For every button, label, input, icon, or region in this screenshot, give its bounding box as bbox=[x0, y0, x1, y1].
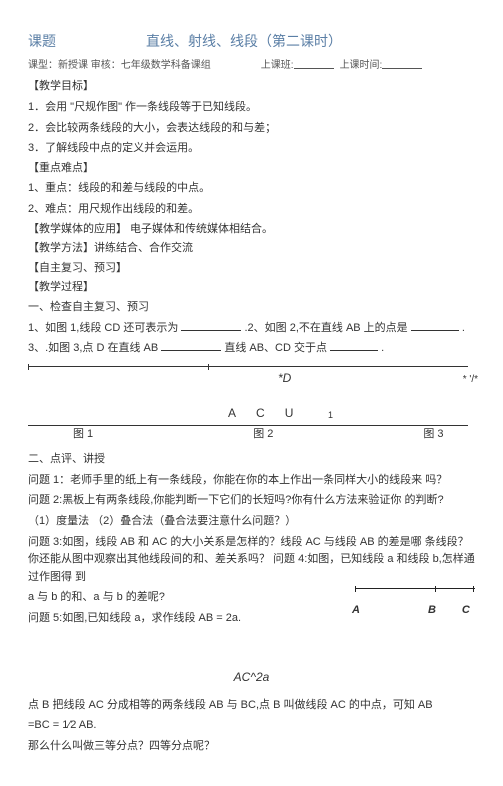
quote-mark: * '/* bbox=[463, 372, 478, 388]
fig2-label: 图 2 bbox=[253, 426, 273, 444]
goal-1: 1．会用 "尺规作图" 作一条线段等于已知线段。 bbox=[28, 99, 475, 117]
figure-area: *D ACU 1 * '/* 图 1 图 2 图 3 bbox=[28, 366, 475, 444]
fig1-label: 图 1 bbox=[73, 426, 93, 444]
abc-figure: A B C bbox=[355, 588, 475, 620]
tail-3: 那么什么叫做三等分点？四等分点呢？ bbox=[28, 738, 475, 756]
q3: 3、.如图 3,点 D 在直线 AB 直线 AB、CD 交于点 . bbox=[28, 340, 475, 358]
self: 【自主复习、预习】 bbox=[28, 260, 475, 278]
q1b: .2、如图 2,不在直线 AB 上的点是 bbox=[244, 322, 407, 334]
lec-2: 问题 2:黑板上有两条线段,你能判断一下它们的长短吗?你有什么方法来验证你 的判… bbox=[28, 492, 475, 510]
point-2: 2、难点：用尺规作出线段的和差。 bbox=[28, 201, 475, 219]
meta-row: 课型：新授课 审核：七年级数学科备课组 上课班: 上课时间: bbox=[28, 58, 475, 74]
blank-q3b bbox=[330, 340, 378, 351]
line-diagram: *D ACU 1 * '/* bbox=[28, 366, 468, 426]
q3c: . bbox=[381, 342, 384, 354]
points-heading: 【重点难点】 bbox=[28, 160, 475, 178]
lecture-heading: 二、点评、讲授 bbox=[28, 451, 475, 469]
q3b: 直线 AB、CD 交于点 bbox=[224, 342, 327, 354]
point-1: 1、重点：线段的和差与线段的中点。 bbox=[28, 180, 475, 198]
lec-1: 问题 1：老师手里的纸上有一条线段，你能在你的本上作出一条同样大小的线段来 吗？ bbox=[28, 472, 475, 490]
meta-prefix: 课型：新授课 审核：七年级数学科备课组 bbox=[28, 58, 211, 74]
title-left: 课题 bbox=[28, 30, 56, 52]
lec-3: 问题 3:如图，线段 AB 和 AC 的大小关系是怎样的？线段 AC 与线段 A… bbox=[28, 534, 475, 587]
point-d: *D bbox=[278, 369, 291, 388]
label-u: U bbox=[285, 406, 314, 420]
meta-end: 上课时间: bbox=[340, 58, 383, 74]
check-heading: 一、检查自主复习、预习 bbox=[28, 299, 475, 317]
fig-labels: 图 1 图 2 图 3 bbox=[28, 426, 468, 444]
abc-b: B bbox=[428, 602, 436, 620]
blank-q3a bbox=[161, 340, 221, 351]
tail-1: 点 B 把线段 AC 分成相等的两条线段 AB 与 BC,点 B 叫做线段 AC… bbox=[28, 697, 475, 715]
proc: 【教学过程】 bbox=[28, 279, 475, 297]
fig3-label: 图 3 bbox=[423, 426, 443, 444]
blank-time bbox=[382, 58, 422, 69]
goals-heading: 【教学目标】 bbox=[28, 78, 475, 96]
blank-q1a bbox=[181, 320, 241, 331]
tail-2: =BC = 1∕2 AB. bbox=[28, 717, 475, 735]
abc-a: A bbox=[352, 602, 360, 620]
ac2a: AC^2a bbox=[28, 668, 475, 687]
abc-c: C bbox=[462, 602, 470, 620]
label-a: A bbox=[228, 406, 256, 420]
goal-2: 2．会比较两条线段的大小，会表达线段的和与差； bbox=[28, 120, 475, 138]
goal-3: 3．了解线段中点的定义并会运用。 bbox=[28, 140, 475, 158]
q1: 1、如图 1,线段 CD 还可表示为 .2、如图 2,不在直线 AB 上的点是 … bbox=[28, 320, 475, 338]
blank-q1b bbox=[411, 320, 459, 331]
meta-mid: 上课班: bbox=[261, 58, 294, 74]
q1c: . bbox=[462, 322, 465, 334]
q1a: 1、如图 1,线段 CD 还可表示为 bbox=[28, 322, 178, 334]
label-1: 1 bbox=[328, 408, 333, 422]
media: 【教学媒体的应用】 电子媒体和传统媒体相结合。 bbox=[28, 221, 475, 239]
method: 【教学方法】讲练结合、合作交流 bbox=[28, 240, 475, 258]
lec-2b: （1）度量法 （2）叠合法（叠合法要注意什么问题？） bbox=[28, 513, 475, 531]
q3a: 3、.如图 3,点 D 在直线 AB bbox=[28, 342, 158, 354]
blank-class bbox=[294, 58, 334, 69]
title-main: 直线、射线、线段（第二课时） bbox=[146, 30, 342, 52]
label-c: C bbox=[256, 406, 285, 420]
